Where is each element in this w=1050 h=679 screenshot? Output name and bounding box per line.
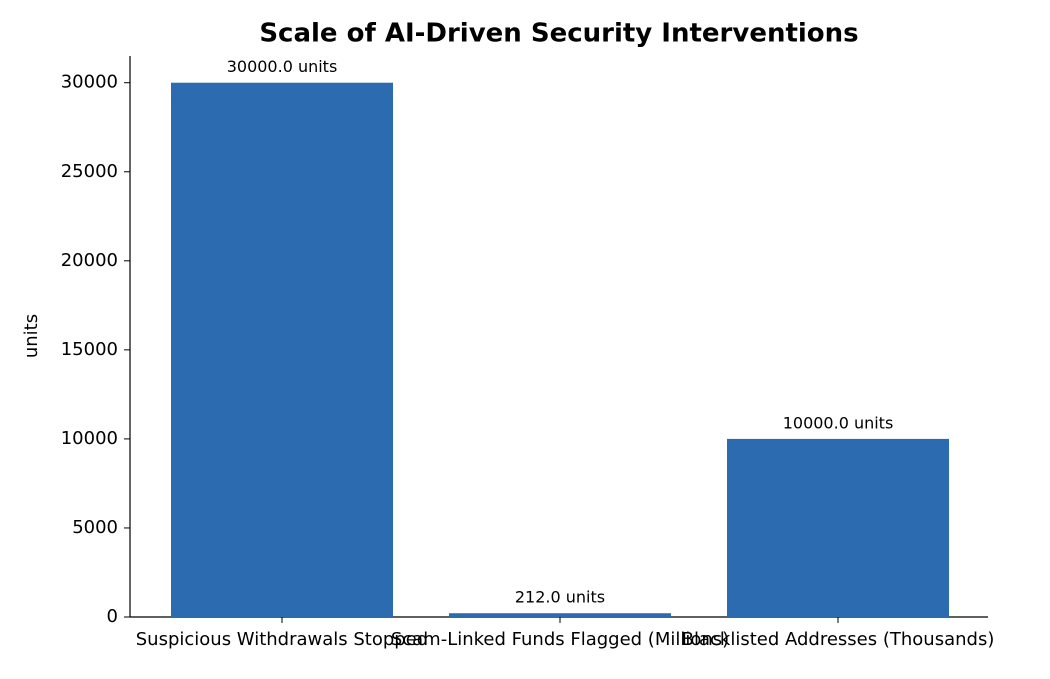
y-axis-label: units <box>21 314 42 358</box>
value-label: 30000.0 units <box>227 57 338 76</box>
y-tick-label: 0 <box>107 606 118 627</box>
value-label: 10000.0 units <box>783 413 894 432</box>
y-tick-label: 15000 <box>61 339 118 360</box>
y-tick-label: 25000 <box>61 161 118 182</box>
bar <box>727 438 949 617</box>
y-tick-label: 20000 <box>61 250 118 271</box>
chart-title: Scale of AI-Driven Security Intervention… <box>259 19 858 49</box>
y-tick-label: 5000 <box>72 517 118 538</box>
x-tick-label: Scam-Linked Funds Flagged (Millions) <box>391 629 729 650</box>
bar <box>449 613 671 617</box>
x-tick-label: Suspicious Withdrawals Stopped <box>136 629 428 650</box>
x-tick-label: Blacklisted Addresses (Thousands) <box>682 629 995 650</box>
value-label: 212.0 units <box>515 588 605 607</box>
y-tick-label: 30000 <box>61 72 118 93</box>
bar <box>171 82 393 617</box>
y-tick-label: 10000 <box>61 428 118 449</box>
